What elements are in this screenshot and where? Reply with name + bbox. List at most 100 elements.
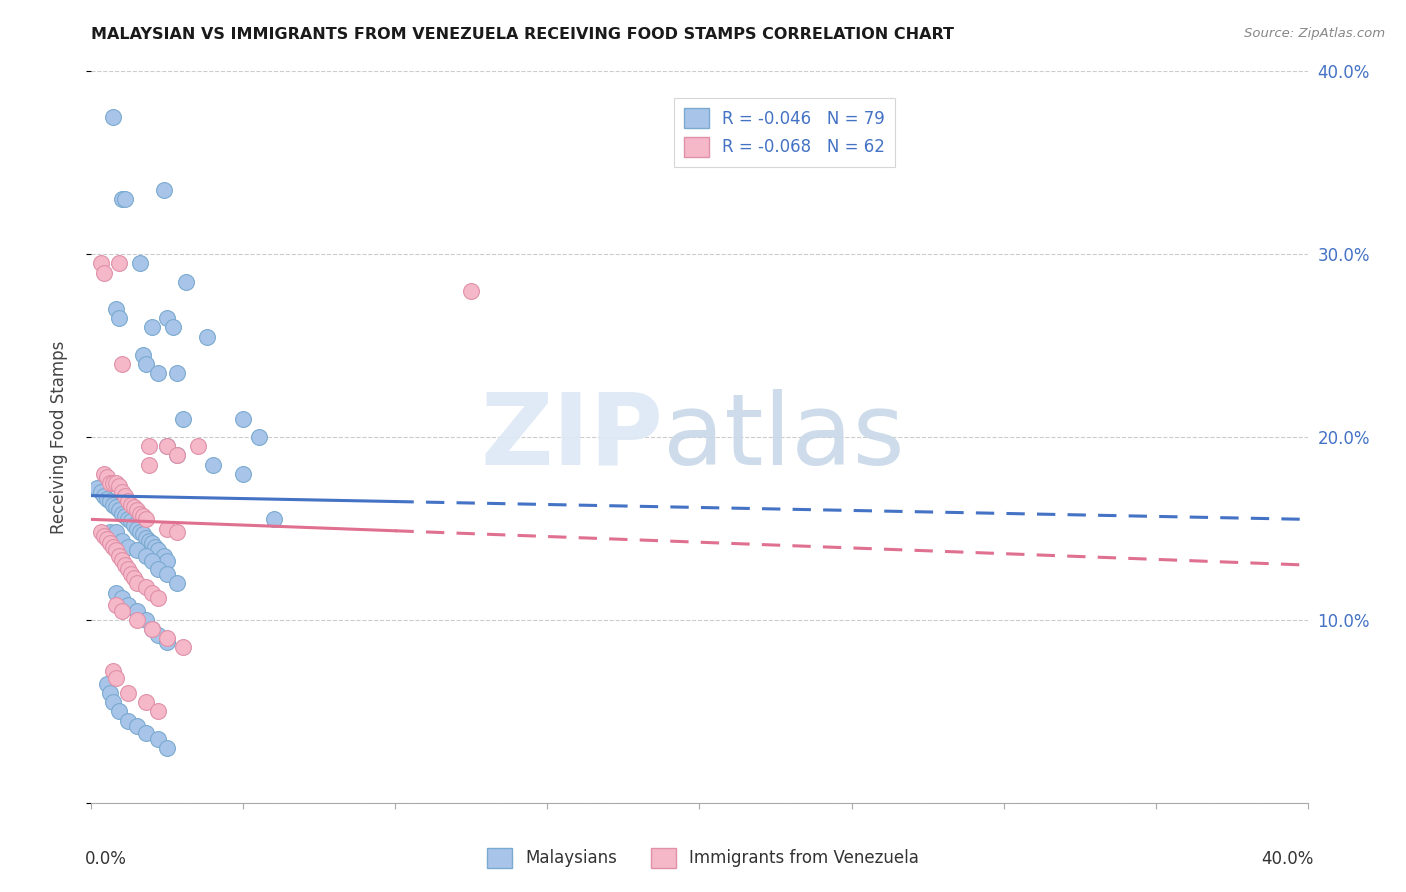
Point <box>148 591 170 605</box>
Point <box>129 256 152 270</box>
Point <box>111 507 134 521</box>
Point <box>135 726 157 740</box>
Point <box>111 534 134 549</box>
Point <box>104 500 127 514</box>
Legend: Malaysians, Immigrants from Venezuela: Malaysians, Immigrants from Venezuela <box>481 841 925 875</box>
Point <box>122 517 145 532</box>
Point <box>117 562 139 576</box>
Point <box>172 640 194 655</box>
Point <box>460 284 482 298</box>
Point <box>104 475 127 490</box>
Point <box>232 412 254 426</box>
Text: atlas: atlas <box>664 389 904 485</box>
Text: Source: ZipAtlas.com: Source: ZipAtlas.com <box>1244 27 1385 40</box>
Point <box>101 540 124 554</box>
Point <box>156 567 179 582</box>
Point <box>162 320 184 334</box>
Point <box>156 439 179 453</box>
Point <box>187 439 209 453</box>
Point <box>93 266 115 280</box>
Point <box>141 622 163 636</box>
Legend: R = -0.046   N = 79, R = -0.068   N = 62: R = -0.046 N = 79, R = -0.068 N = 62 <box>673 98 896 167</box>
Point <box>89 256 111 270</box>
Point <box>166 366 188 380</box>
Point <box>107 311 129 326</box>
Point <box>148 366 170 380</box>
Point <box>104 301 127 317</box>
Point <box>166 525 188 540</box>
Point <box>114 192 136 206</box>
Point <box>153 183 176 197</box>
Point <box>117 494 139 508</box>
Point <box>120 567 142 582</box>
Y-axis label: Receiving Food Stamps: Receiving Food Stamps <box>49 341 67 533</box>
Point <box>96 677 118 691</box>
Point <box>101 695 124 709</box>
Point <box>156 311 179 326</box>
Point <box>143 540 166 554</box>
Point <box>101 110 124 124</box>
Point <box>96 470 118 484</box>
Point <box>104 525 127 540</box>
Point <box>125 613 148 627</box>
Point <box>96 533 118 547</box>
Point <box>135 531 157 545</box>
Point <box>101 475 124 490</box>
Point <box>135 695 157 709</box>
Point <box>166 576 188 591</box>
Point <box>263 512 285 526</box>
Point <box>98 494 121 508</box>
Point <box>141 585 163 599</box>
Point <box>114 489 136 503</box>
Point <box>138 458 160 472</box>
Point <box>93 467 115 481</box>
Point <box>117 512 139 526</box>
Point <box>135 549 157 563</box>
Point <box>111 192 134 206</box>
Point <box>172 412 194 426</box>
Point <box>111 357 134 371</box>
Point <box>104 585 127 599</box>
Point <box>141 622 163 636</box>
Point <box>166 448 188 462</box>
Point <box>117 714 139 728</box>
Point <box>156 740 179 755</box>
Point <box>122 500 145 514</box>
Point <box>101 498 124 512</box>
Point <box>247 430 270 444</box>
Point <box>98 525 121 540</box>
Point <box>202 458 225 472</box>
Point <box>195 329 218 343</box>
Point <box>101 664 124 678</box>
Point <box>141 320 163 334</box>
Point <box>135 357 157 371</box>
Point <box>98 686 121 700</box>
Point <box>107 479 129 493</box>
Point <box>111 485 134 500</box>
Point <box>141 536 163 550</box>
Point <box>174 275 197 289</box>
Point <box>104 672 127 686</box>
Point <box>148 543 170 558</box>
Point <box>104 599 127 613</box>
Point <box>117 540 139 554</box>
Point <box>156 635 179 649</box>
Point <box>166 448 188 462</box>
Point <box>107 705 129 719</box>
Point <box>138 439 160 453</box>
Point <box>148 705 170 719</box>
Text: ZIP: ZIP <box>479 389 664 485</box>
Point <box>93 489 115 503</box>
Point <box>125 503 148 517</box>
Point <box>122 571 145 585</box>
Point <box>104 543 127 558</box>
Point <box>129 507 152 521</box>
Point <box>125 576 148 591</box>
Point <box>125 604 148 618</box>
Point <box>156 554 179 568</box>
Point <box>114 558 136 573</box>
Point <box>132 348 155 362</box>
Point <box>141 554 163 568</box>
Point <box>132 508 155 523</box>
Point <box>107 549 129 563</box>
